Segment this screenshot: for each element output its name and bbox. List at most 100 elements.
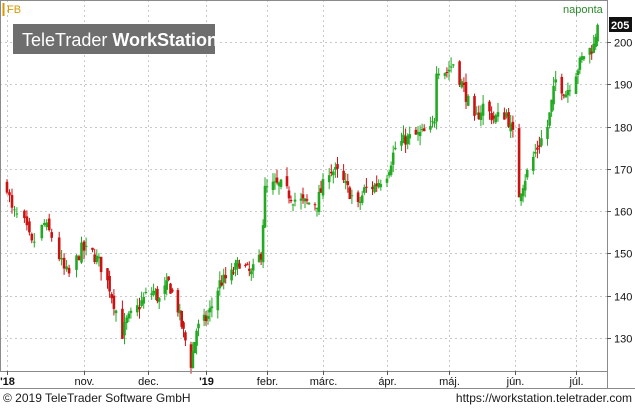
last-price-box <box>609 17 632 32</box>
website-link[interactable]: https://workstation.teletrader.com <box>455 391 632 405</box>
candle-up <box>129 310 133 313</box>
candle-up <box>206 315 210 319</box>
candle-up <box>197 323 200 329</box>
candle-down <box>365 186 368 188</box>
candle-up <box>431 121 434 123</box>
candle-up <box>97 256 101 259</box>
candle-up <box>261 225 265 263</box>
candle-down <box>82 241 86 251</box>
candle-up <box>125 317 128 323</box>
candle-up <box>263 185 267 228</box>
candle-down <box>108 276 111 292</box>
candle-down <box>182 322 185 329</box>
candle-up <box>387 172 391 176</box>
candle-up <box>550 99 553 112</box>
price-chart[interactable]: 130 140 150 160 170 180 190 200 '18 nov. dec. '19 f… <box>0 0 635 389</box>
candle-up <box>136 305 139 313</box>
candle-down <box>458 61 461 85</box>
candle-down <box>356 192 360 202</box>
candle-up <box>95 255 99 263</box>
watermark-light: TeleTrader <box>22 30 112 50</box>
candle-down <box>464 82 468 102</box>
candle-up <box>327 175 331 183</box>
candle-down <box>342 170 345 181</box>
candle-up <box>402 134 405 143</box>
candle-up <box>216 290 220 311</box>
x-tick-label: máj. <box>439 376 460 388</box>
candle-up <box>433 122 436 124</box>
candle-up <box>236 260 239 267</box>
candle-up <box>582 56 586 60</box>
candle-down <box>25 216 29 226</box>
candle-up <box>449 66 453 68</box>
candle-up <box>574 76 578 94</box>
footer: © 2019 TeleTrader Software GmbH https://… <box>0 389 635 408</box>
candle-up <box>127 313 131 319</box>
candle-down <box>289 200 293 202</box>
candle-up <box>291 204 295 206</box>
interval-label[interactable]: naponta <box>563 4 604 16</box>
candle-up <box>475 113 478 115</box>
candle-up <box>540 138 543 146</box>
candle-up <box>568 90 572 92</box>
candle-up <box>60 258 63 260</box>
y-tick-label: 200 <box>614 38 632 50</box>
candle-down <box>319 188 323 193</box>
candle-down <box>57 237 61 260</box>
candle-down <box>91 247 94 250</box>
candle-up <box>400 141 403 146</box>
candle-down <box>167 276 170 280</box>
candle-down <box>488 101 491 112</box>
candle-up <box>418 131 422 137</box>
candle-down <box>301 194 305 199</box>
y-axis-ticks: 130 140 150 160 170 180 190 200 <box>607 38 632 346</box>
candlestick-series <box>5 23 599 374</box>
candle-up <box>420 128 424 131</box>
candle-up <box>163 285 167 294</box>
candle-up <box>33 241 36 243</box>
candle-up <box>416 131 420 135</box>
x-axis-ticks: '18 nov. dec. '19 febr. márc. ápr. máj. jún. júl. <box>0 371 584 388</box>
candle-down <box>313 204 317 206</box>
candle-down <box>8 192 11 196</box>
candle-up <box>385 178 389 183</box>
candle-up <box>592 43 595 53</box>
y-tick-label: 190 <box>614 80 632 92</box>
candle-up <box>157 297 161 302</box>
candle-down <box>414 129 418 135</box>
candle-up <box>509 123 512 132</box>
candle-down <box>224 275 227 279</box>
candle-down <box>536 147 539 150</box>
candle-down <box>23 210 26 219</box>
candle-up <box>218 280 222 289</box>
candle-up <box>165 280 168 290</box>
candle-up <box>377 183 380 188</box>
candle-down <box>462 83 466 85</box>
candle-up <box>271 181 275 190</box>
candle-up <box>519 193 523 202</box>
y-tick-label: 140 <box>614 292 632 304</box>
candle-up <box>80 242 83 263</box>
candle-down <box>275 177 279 183</box>
candle-up <box>40 225 44 239</box>
candle-down <box>176 290 180 313</box>
candle-up <box>564 94 568 98</box>
candle-down <box>5 181 9 193</box>
candle-down <box>511 121 515 130</box>
candle-up <box>123 322 126 336</box>
symbol-label[interactable]: FB <box>7 4 21 16</box>
teletrader-watermark: TeleTrader WorkStation <box>13 24 218 54</box>
candle-up <box>315 207 319 209</box>
candle-down <box>336 164 339 169</box>
candle-up <box>447 69 451 72</box>
candle-up <box>202 314 206 321</box>
candle-down <box>156 288 159 302</box>
candle-down <box>305 199 309 201</box>
candle-up <box>523 180 527 191</box>
candle-down <box>220 282 223 286</box>
candle-up <box>210 306 214 309</box>
candle-up <box>344 180 347 184</box>
candle-up <box>460 81 464 88</box>
x-tick-label: ápr. <box>378 376 396 388</box>
candle-up <box>554 79 557 83</box>
